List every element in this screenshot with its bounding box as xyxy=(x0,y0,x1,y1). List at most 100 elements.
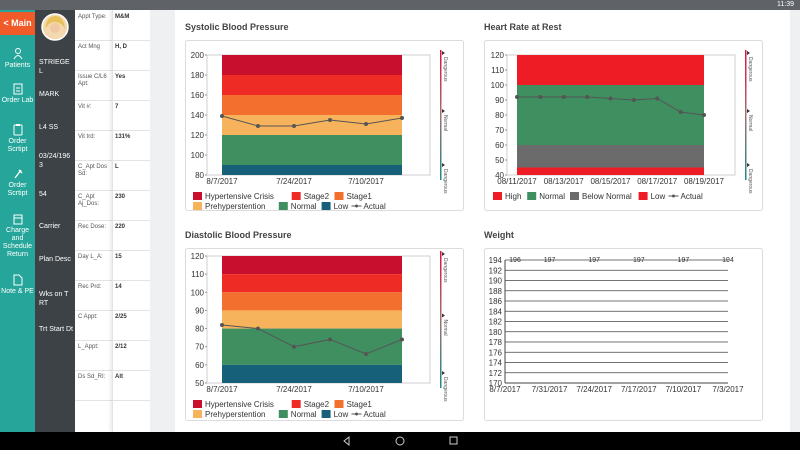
nav-note[interactable]: Note & PE xyxy=(0,274,35,296)
main-button[interactable]: < Main xyxy=(0,12,35,35)
gauge-label: Dangerous xyxy=(442,57,448,82)
patient-field: L4 SS xyxy=(39,124,59,131)
x-tick-label: 7/10/2017 xyxy=(348,177,384,186)
chart-title: Weight xyxy=(484,230,514,240)
data-point xyxy=(292,344,296,349)
data-point xyxy=(631,98,636,102)
detail-label: C_Apt Aj_Dos: xyxy=(78,194,100,207)
data-label: 197 xyxy=(633,257,645,264)
legend-label: Actual xyxy=(364,410,386,419)
chart: 1701721741761781801821841861881901921948… xyxy=(484,248,763,421)
detail-value: 131% xyxy=(115,134,131,140)
x-tick-label: 7/24/2017 xyxy=(276,385,312,394)
y-tick-label: 188 xyxy=(489,287,503,296)
icon xyxy=(13,124,22,136)
data-point xyxy=(328,118,332,122)
home-button[interactable] xyxy=(395,436,405,446)
x-tick-label: 7/10/2017 xyxy=(666,385,702,394)
clock: 11:39 xyxy=(777,1,794,8)
range-band xyxy=(222,310,402,329)
x-tick-label: 8/7/2017 xyxy=(489,385,521,394)
values-column xyxy=(112,10,151,432)
gauge-label: Normal xyxy=(442,320,448,336)
side-nav: Patients Order Lab Order Scrtipt Order S… xyxy=(0,10,35,432)
gauge-marker xyxy=(442,313,445,318)
icon xyxy=(13,83,22,95)
nav-label: Order Scrtipt xyxy=(7,182,28,197)
y-tick-label: 120 xyxy=(491,51,505,60)
y-tick-label: 70 xyxy=(195,343,204,352)
system-nav-icons xyxy=(343,435,458,447)
data-point xyxy=(220,322,224,327)
detail-label: Appt Type: xyxy=(78,14,107,20)
data-point xyxy=(256,326,260,331)
gauge-bar xyxy=(745,50,747,180)
range-band xyxy=(517,55,704,85)
legend-swatch xyxy=(193,192,202,200)
data-point xyxy=(608,96,613,101)
patient-field: STRIEGEL xyxy=(39,59,70,75)
detail-value: L xyxy=(115,164,119,170)
gauge-marker xyxy=(442,252,445,256)
y-tick-label: 180 xyxy=(489,328,503,337)
range-band xyxy=(222,55,402,75)
data-point xyxy=(220,114,224,118)
detail-label: C Appt: xyxy=(78,314,98,320)
charts: Systolic Blood Pressure 80 100 120 140 160 180… xyxy=(185,22,763,421)
data-point xyxy=(678,110,683,114)
range-band xyxy=(222,328,402,365)
icon xyxy=(13,169,22,179)
detail-label: Act Mng xyxy=(78,44,101,50)
gauge-marker xyxy=(442,163,445,167)
nav-label: Order Scrtipt xyxy=(7,138,28,153)
gauge-label: Dangerous xyxy=(442,377,448,402)
legend-label: Stage2 xyxy=(304,400,330,409)
back-button[interactable] xyxy=(343,435,350,447)
detail-label: Issue C/L6 Apt: xyxy=(78,74,107,87)
patient-field: Carrier xyxy=(39,223,61,230)
x-tick-label: 7/24/2017 xyxy=(576,385,612,394)
legend-label: Low xyxy=(334,410,349,419)
legend-label: Normal xyxy=(291,202,317,211)
nav-order-script[interactable]: Order Scrtipt xyxy=(0,168,35,198)
range-band xyxy=(222,115,402,135)
recents-button[interactable] xyxy=(449,436,458,445)
icon xyxy=(13,48,22,60)
y-tick-label: 100 xyxy=(491,81,505,90)
data-point xyxy=(538,95,543,99)
gauge-label: Normal xyxy=(442,115,448,131)
legend-swatch xyxy=(193,202,202,210)
x-tick-label: 7/3/2017 xyxy=(712,385,744,394)
nav-patients[interactable]: Patients xyxy=(0,48,35,70)
y-tick-label: 172 xyxy=(489,369,503,378)
legend-swatch xyxy=(193,400,202,408)
detail-label: Rec Dose: xyxy=(78,224,107,230)
nav-charge-schedule[interactable]: Charge and Schedule Return xyxy=(0,213,35,259)
y-tick-label: 186 xyxy=(489,297,503,306)
detail-label: L_Appt: xyxy=(78,344,99,350)
legend-label: Low xyxy=(651,192,666,201)
y-tick-label: 50 xyxy=(195,379,204,388)
y-tick-label: 140 xyxy=(191,111,205,120)
system-nav xyxy=(0,432,800,450)
patient-field: Trt Start Dt xyxy=(39,326,73,333)
nav-order-lab[interactable]: Order Lab xyxy=(0,83,35,105)
y-tick-label: 80 xyxy=(495,111,504,120)
gauge-marker xyxy=(747,51,750,55)
legend-swatch xyxy=(672,194,675,198)
y-tick-label: 100 xyxy=(191,288,205,297)
y-tick-label: 80 xyxy=(195,171,204,180)
divider xyxy=(790,10,800,432)
x-tick-label: 7/10/2017 xyxy=(348,385,384,394)
range-band xyxy=(517,145,704,168)
x-tick-label: 08/19/2017 xyxy=(684,177,725,186)
legend-label: Stage1 xyxy=(347,400,373,409)
nav-order-script[interactable]: Order Scrtipt xyxy=(0,124,35,154)
gauge-label: Dangerous xyxy=(747,57,753,82)
chart: 50 60 70 80 90 100 110 120 8/7/2017 7/24/2017 7/10… xyxy=(185,248,464,421)
range-band xyxy=(222,165,402,175)
detail-value: M&M xyxy=(115,14,130,20)
legend-label: Stage2 xyxy=(304,192,330,201)
icon xyxy=(13,274,22,286)
legend-label: High xyxy=(505,192,521,201)
